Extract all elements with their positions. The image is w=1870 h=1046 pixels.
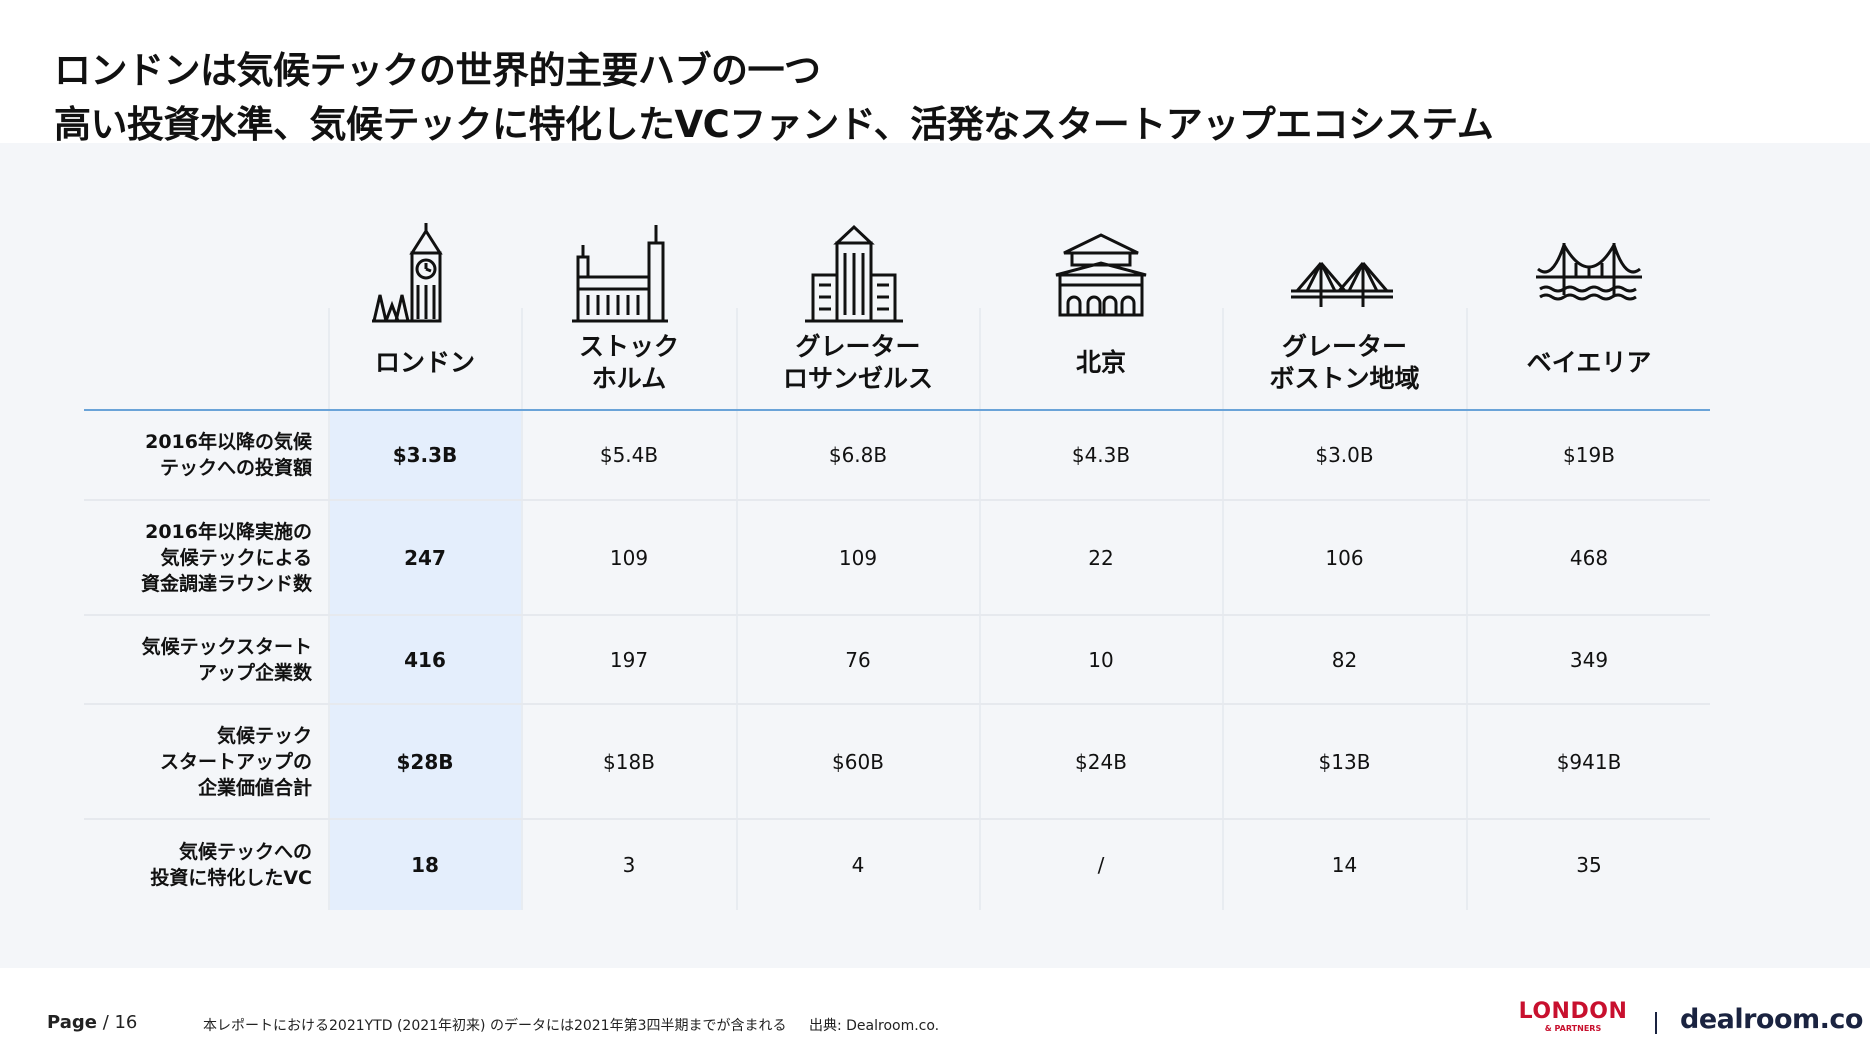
cell-valuation-bay-area: $941B (1556, 749, 1622, 774)
city-name-london: ロンドン (374, 348, 475, 377)
page-label: Page (47, 1012, 97, 1033)
footer-note: 本レポートにおける2021YTD (2021年初来) のデータには2021年第3… (203, 1015, 957, 1035)
cell-vc-boston: 14 (1331, 853, 1358, 877)
row-divider (84, 703, 1710, 705)
cell-rounds-london: 247 (404, 545, 446, 570)
cell-startups-los-angeles: 76 (845, 647, 871, 672)
cell-vc-london: 18 (411, 853, 439, 877)
cell-investment-stockholm: $5.4B (599, 443, 659, 467)
cell-startups-london: 416 (404, 647, 446, 672)
london-highlight-column (328, 410, 522, 910)
cell-investment-boston: $3.0B (1315, 443, 1374, 467)
cell-investment-beijing: $4.3B (1071, 443, 1131, 467)
column-separator (328, 308, 330, 910)
cell-rounds-bay-area: 468 (1569, 545, 1609, 570)
row-label-vc-funds: 気候テックへの 投資に特化したVC (150, 841, 312, 889)
title-line-2: 高い投資水準、気候テックに特化したVCファンド、活発なスタートアップエコシステム (54, 103, 1494, 146)
column-separator (979, 308, 981, 910)
column-separator (736, 308, 738, 910)
content-panel (0, 143, 1870, 968)
city-name-bay-area: ベイエリア (1526, 348, 1652, 377)
cell-rounds-los-angeles: 109 (838, 545, 878, 570)
cell-rounds-boston: 106 (1325, 545, 1364, 570)
city-name-stockholm: ストック ホルム (578, 332, 679, 393)
row-label-funding-rounds: 2016年以降実施の 気候テックによる 資金調達ラウンド数 (140, 520, 312, 595)
city-name-boston: グレーター ボストン地域 (1269, 332, 1420, 393)
cell-vc-bay-area: 35 (1576, 853, 1602, 877)
cell-investment-los-angeles: $6.8B (828, 443, 888, 467)
cell-startups-stockholm: 197 (609, 647, 649, 672)
row-label-startups: 気候テックスタート アップ企業数 (141, 635, 312, 684)
header-divider (84, 409, 1710, 411)
cell-valuation-los-angeles: $60B (832, 749, 884, 774)
cell-vc-los-angeles: 4 (851, 853, 865, 877)
page-number: / 16 (102, 1012, 138, 1033)
cell-rounds-beijing: 22 (1088, 545, 1114, 570)
city-name-los-angeles: グレーター ロサンゼルス (782, 332, 933, 393)
cell-valuation-beijing: $24B (1075, 749, 1127, 774)
page-indicator: Page / 16 (47, 1012, 137, 1033)
cell-startups-bay-area: 349 (1569, 647, 1609, 672)
cell-rounds-stockholm: 109 (609, 545, 649, 570)
cell-valuation-boston: $13B (1318, 749, 1371, 774)
partners-logo-text: & PARTNERS (1544, 1024, 1602, 1033)
column-separator (521, 308, 523, 910)
row-divider (84, 818, 1710, 820)
logo-divider (1655, 1012, 1657, 1034)
source-note: 出典: Dealroom.co. (808, 1018, 940, 1034)
cell-vc-beijing: / (1097, 853, 1105, 877)
page-title: ロンドンは気候テックの世界的主要ハブの一つ 高い投資水準、気候テックに特化したV… (54, 44, 1494, 152)
column-separator (1222, 308, 1224, 910)
row-label-investment: 2016年以降の気候 テックへの投資額 (145, 431, 312, 479)
los-angeles-building-icon (799, 223, 909, 323)
row-label-valuation: 気候テック スタートアップの 企業価値合計 (159, 724, 312, 799)
forbidden-city-gate-icon (1046, 223, 1156, 323)
dealroom-logo: dealroom.co (1680, 1004, 1863, 1035)
cell-startups-beijing: 10 (1088, 647, 1114, 672)
column-separator (1466, 308, 1468, 910)
stockholm-city-hall-icon (564, 223, 674, 323)
city-name-beijing: 北京 (1075, 348, 1126, 377)
cell-vc-stockholm: 3 (622, 853, 636, 877)
comparison-table: ロンドン ストック ホルム グレーター ロサンゼルス 北京 グレーター ボストン地域 … (84, 143, 1710, 968)
london-logo-text: LONDON (1518, 999, 1628, 1024)
cell-valuation-stockholm: $18B (603, 749, 655, 774)
cell-valuation-london: $28B (396, 749, 454, 774)
golden-gate-bridge-icon (1534, 223, 1644, 323)
row-divider (84, 499, 1710, 501)
cell-investment-london: $3.3B (392, 443, 458, 467)
cell-investment-bay-area: $19B (1563, 443, 1615, 467)
big-ben-icon (370, 223, 480, 323)
cell-startups-boston: 82 (1331, 647, 1358, 672)
london-partners-logo: LONDON & PARTNERS (1518, 1000, 1628, 1034)
bridge-icon (1287, 223, 1397, 323)
row-divider (84, 614, 1710, 616)
title-line-1: ロンドンは気候テックの世界的主要ハブの一つ (54, 49, 821, 92)
data-note: 本レポートにおける2021YTD (2021年初来) のデータには2021年第3… (203, 1018, 787, 1034)
